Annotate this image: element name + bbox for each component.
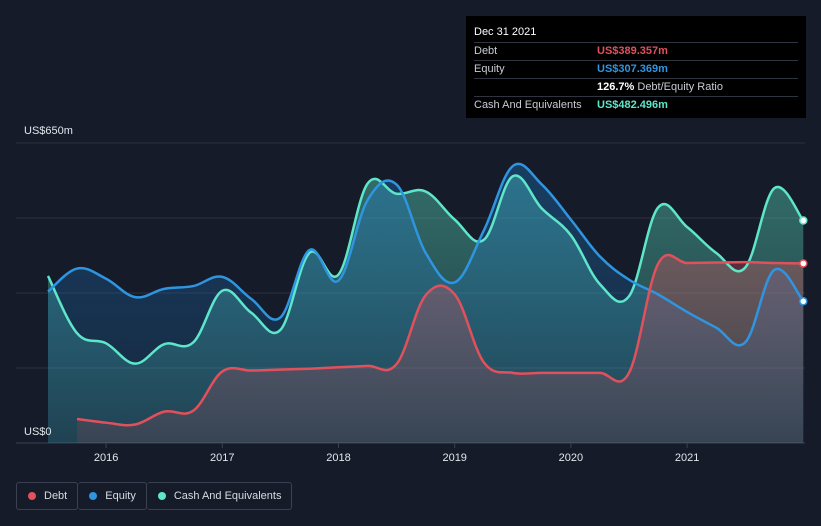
legend-item-equity[interactable]: Equity [78,482,147,510]
y-tick-label: US$650m [24,125,73,137]
y-tick-label: US$0 [24,426,52,438]
tooltip-ratio-value: 126.7% [597,81,635,93]
tooltip-value-debt: US$389.357m [597,45,668,57]
legend-dot-equity [89,492,98,500]
legend-item-cash[interactable]: Cash And Equivalents [146,482,293,510]
line-cash-and-equivalents [46,174,805,365]
legend-dot-debt [28,492,36,500]
tooltip-row-equity: Equity US$307.369m [474,61,798,79]
tooltip-value-equity: US$307.369m [597,63,668,75]
tooltip-value-cash: US$482.496m [597,99,668,111]
tooltip-label-equity: Equity [474,63,505,75]
line-debt [76,253,804,427]
chart-markers [799,216,808,306]
legend-label-debt: Debt [44,490,68,502]
chart-lines [46,162,805,427]
tooltip-label-debt: Debt [474,45,498,57]
tooltip-ratio: 126.7% Debt/Equity Ratio [597,79,723,96]
end-marker-cash-and-equivalents [799,216,808,225]
tooltip-label-cash: Cash And Equivalents [474,99,582,111]
chart-legend: Debt Equity Cash And Equivalents [16,482,293,510]
tooltip-row-cash: Cash And Equivalents US$482.496m [474,97,798,114]
end-marker-equity [799,297,808,306]
tooltip-date: Dec 31 2021 [474,22,798,43]
chart-areas [48,163,804,444]
x-tick-label: 2016 [94,452,118,464]
area-debt [77,254,804,443]
tooltip-ratio-label: Debt/Equity Ratio [637,81,723,93]
x-tick-label: 2021 [675,452,699,464]
x-tick-label: 2018 [326,452,350,464]
tooltip-panel: Dec 31 2021 Debt US$389.357m Equity US$3… [466,16,806,118]
legend-label-equity: Equity [105,490,136,502]
x-tick-label: 2017 [210,452,234,464]
legend-dot-cash [157,492,166,500]
end-marker-debt [799,259,808,268]
line-equity [47,162,805,347]
x-tick-label: 2020 [559,452,583,464]
legend-label-cash: Cash And Equivalents [173,490,282,502]
tooltip-row-ratio: 126.7% Debt/Equity Ratio [474,79,798,97]
legend-item-debt[interactable]: Debt [16,482,79,510]
tooltip-row-debt: Debt US$389.357m [474,43,798,61]
x-tick-label: 2019 [442,452,466,464]
chart-axis: US$650m US$0 2016 2017 2018 2019 2020 2021 [24,125,699,464]
